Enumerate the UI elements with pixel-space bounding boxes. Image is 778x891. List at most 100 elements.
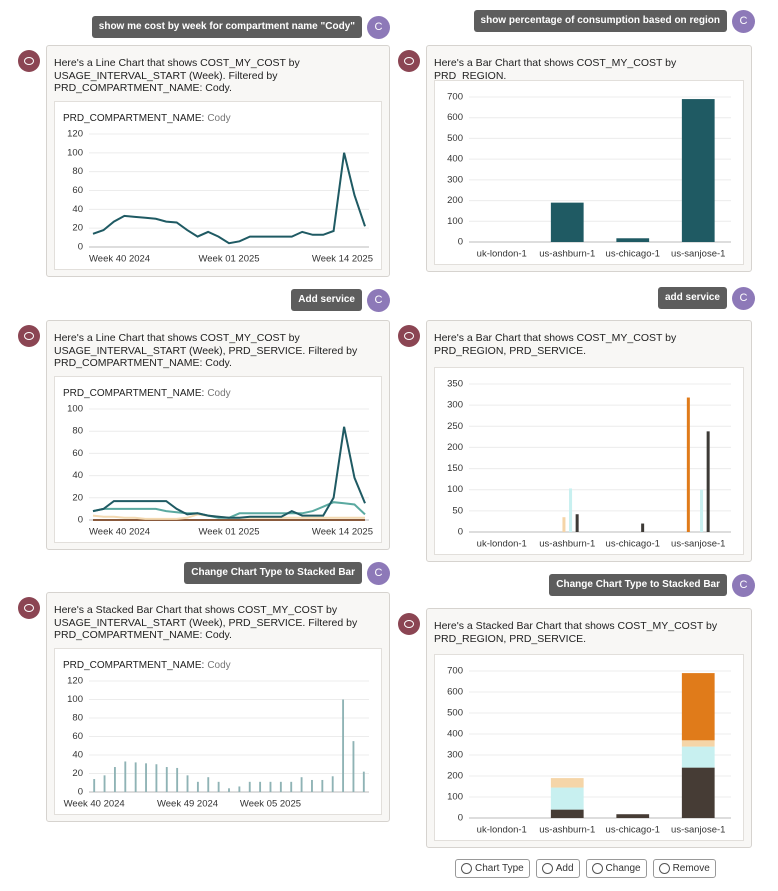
response-text: Here's a Line Chart that shows COST_MY_C… (54, 57, 300, 94)
y-tick-label: 350 (447, 379, 463, 390)
bar-segment (228, 788, 230, 792)
user-avatar: C (732, 10, 755, 33)
y-tick-label: 600 (447, 112, 463, 123)
bar-segment (103, 775, 106, 792)
toolbar-button[interactable]: Add (535, 859, 580, 878)
x-tick-label: Week 49 2024 (157, 799, 218, 810)
x-tick-label: Week 01 2025 (198, 254, 259, 265)
bar (550, 202, 584, 242)
x-tick-label: uk-london-1 (477, 539, 527, 550)
button-label: Add (555, 863, 574, 874)
bar (616, 238, 650, 242)
filter-label: PRD_COMPARTMENT_NAME: Cody (63, 660, 231, 671)
y-tick-label: 40 (72, 470, 83, 481)
y-tick-label: 200 (447, 195, 463, 206)
x-tick-label: uk-london-1 (477, 249, 527, 260)
response-text: Here's a Bar Chart that shows COST_MY_CO… (434, 332, 677, 357)
chart-panel: PRD_COMPARTMENT_NAME: Cody 0 20 40 60 80 100 120… (54, 648, 382, 815)
y-tick-label: 100 (447, 792, 463, 803)
y-tick-label: 60 (72, 185, 83, 196)
bar (562, 517, 566, 532)
y-tick-label: 20 (72, 223, 83, 234)
y-tick-label: 500 (447, 708, 463, 719)
y-tick-label: 100 (67, 404, 83, 415)
chart-panel: 0 50 100 150 200 250 300 350 uk-london-1 us-ashbu… (434, 367, 744, 555)
y-tick-label: 20 (72, 768, 83, 779)
chart-panel: 0 100 200 300 400 500 600 700 uk-london-1 us-ashb… (434, 80, 744, 265)
user-message: show percentage of consumption based on … (473, 10, 727, 32)
bar-segment (145, 763, 147, 792)
bar-segment (279, 781, 282, 792)
x-tick-label: Week 14 2025 (312, 254, 373, 265)
assistant-avatar (18, 597, 40, 619)
y-tick-label: 100 (67, 694, 83, 705)
bar-segment (681, 740, 715, 747)
y-tick-label: 40 (72, 750, 83, 761)
y-tick-label: 120 (67, 676, 83, 687)
user-avatar: C (732, 574, 755, 597)
user-message: show me cost by week for compartment nam… (91, 16, 362, 38)
x-tick-label: us-ashburn-1 (539, 539, 595, 550)
response-card: Here's a Bar Chart that shows COST_MY_CO… (426, 320, 752, 562)
x-tick-label: Week 05 2025 (240, 799, 301, 810)
assistant-avatar (398, 325, 420, 347)
y-tick-label: 60 (72, 448, 83, 459)
chart-panel: PRD_COMPARTMENT_NAME: Cody 0 20 40 60 80 100 Wee… (54, 376, 382, 543)
bar-segment (269, 781, 272, 792)
y-tick-label: 300 (447, 174, 463, 185)
assistant-avatar (398, 50, 420, 72)
response-text: Here's a Stacked Bar Chart that shows CO… (54, 604, 358, 641)
button-label: Chart Type (475, 863, 524, 874)
x-tick-label: us-ashburn-1 (539, 249, 595, 260)
filter-label-value: Cody (207, 660, 230, 671)
bar-segment (300, 777, 303, 792)
y-tick-label: 100 (447, 216, 463, 227)
bar-segment (681, 767, 715, 818)
x-tick-label: us-chicago-1 (606, 539, 660, 550)
bar (706, 431, 710, 532)
y-tick-label: 80 (72, 713, 83, 724)
bar-segment (616, 814, 650, 818)
x-tick-label: Week 40 2024 (89, 527, 150, 538)
bar (569, 488, 573, 532)
button-icon (658, 863, 670, 874)
user-message: add service (657, 287, 727, 309)
line-series (92, 152, 366, 245)
user-message: Change Chart Type to Stacked Bar (549, 574, 727, 596)
toolbar-button[interactable]: Remove (652, 859, 716, 878)
user-avatar: C (367, 16, 390, 39)
response-card: Here's a Stacked Bar Chart that shows CO… (46, 592, 390, 822)
y-tick-label: 20 (72, 492, 83, 503)
bar-segment (681, 673, 715, 741)
toolbar-button[interactable]: Chart Type (455, 859, 530, 878)
bar-segment (93, 779, 96, 792)
assistant-avatar (398, 613, 420, 635)
x-tick-label: Week 01 2025 (198, 527, 259, 538)
y-tick-label: 80 (72, 166, 83, 177)
toolbar-button[interactable]: Change (585, 859, 647, 878)
bar-segment (196, 781, 199, 792)
y-tick-label: 250 (447, 421, 463, 432)
user-message: Add service (291, 289, 362, 311)
line-series (92, 426, 366, 519)
filter-label-value: Cody (207, 113, 230, 124)
bar-segment (550, 778, 584, 788)
button-label: Remove (672, 863, 710, 874)
y-tick-label: 0 (78, 787, 83, 798)
button-icon (461, 863, 472, 874)
filter-label: PRD_COMPARTMENT_NAME: Cody (63, 388, 231, 399)
y-tick-label: 60 (72, 731, 83, 742)
button-icon (591, 863, 603, 874)
y-tick-label: 500 (447, 133, 463, 144)
user-avatar: C (367, 562, 390, 585)
user-avatar: C (367, 289, 390, 312)
y-tick-label: 120 (67, 129, 83, 140)
chart-panel: PRD_COMPARTMENT_NAME: Cody 0 20 40 60 80 100 120… (54, 101, 382, 270)
user-message: Change Chart Type to Stacked Bar (184, 562, 362, 584)
y-tick-label: 0 (458, 527, 463, 538)
bar-segment (165, 767, 168, 792)
filter-label-value: Cody (207, 388, 230, 399)
y-tick-label: 300 (447, 750, 463, 761)
response-card: Here's a Bar Chart that shows COST_MY_CO… (426, 45, 752, 272)
